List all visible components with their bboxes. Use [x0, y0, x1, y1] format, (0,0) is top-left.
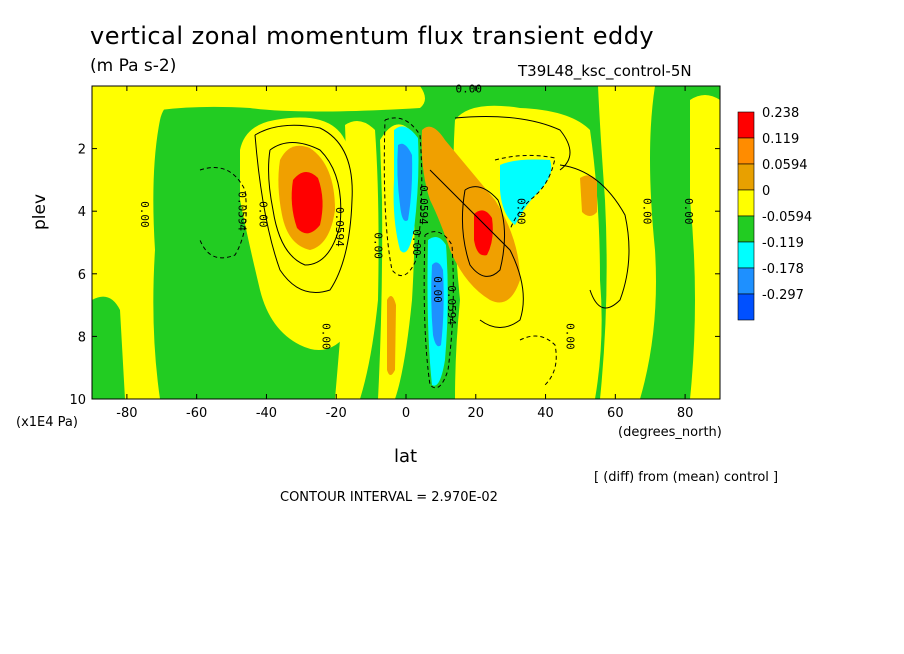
- field-yellow-subtropics: [335, 121, 379, 399]
- contour-line-negative: [199, 167, 247, 259]
- contour-label: 0.00: [431, 276, 444, 303]
- contour-label: 0.00: [563, 323, 576, 350]
- y-tick-label: 6: [78, 268, 86, 283]
- x-tick-label: 80: [677, 406, 694, 421]
- legend-label: 0.119: [762, 132, 799, 147]
- legend-label: 0: [762, 184, 770, 199]
- legend-swatch: [737, 111, 755, 139]
- x-tick-label: 60: [607, 406, 624, 421]
- contour-label: 0.00: [410, 229, 423, 256]
- contour-label: 0.00: [319, 323, 332, 350]
- field-orange-equator: [421, 126, 520, 303]
- contour-line: [461, 186, 506, 277]
- y-tick-label: 4: [78, 205, 86, 220]
- contour-label: 0.00: [256, 201, 269, 228]
- contour-label: 0.0594: [333, 207, 346, 247]
- x-tick-label: -20: [326, 406, 347, 421]
- x-tick-label: -80: [116, 406, 137, 421]
- field-yellow-north-polar: [598, 86, 656, 399]
- contour-label: 0.00: [515, 198, 528, 225]
- y-axis-units: (x1E4 Pa): [16, 415, 78, 430]
- legend-swatch: [737, 215, 755, 243]
- y-axis: 2 4 6 8 10: [69, 143, 720, 408]
- contour-lines: [254, 116, 630, 328]
- contour-label: 0.0594: [445, 285, 458, 325]
- legend-swatch: [737, 267, 755, 295]
- legend-swatch: [737, 163, 755, 191]
- contour-label: 0.00: [372, 232, 385, 259]
- field-yellow-left: [92, 86, 200, 399]
- negative-contours: [199, 117, 557, 389]
- contour-line-negative: [494, 154, 556, 231]
- contour-line: [268, 142, 342, 266]
- x-tick-label: 40: [537, 406, 554, 421]
- contour-line: [429, 169, 524, 328]
- chart-units: (m Pa s-2): [90, 56, 177, 76]
- field-red-north: [474, 210, 493, 256]
- field-orange-north: [580, 175, 597, 216]
- legend-swatch: [737, 137, 755, 165]
- legend-label: -0.119: [762, 236, 804, 251]
- y-tick-label: 10: [69, 393, 86, 408]
- y-tick-label: 8: [78, 330, 86, 345]
- contour-line: [454, 116, 571, 171]
- contour-line-negative: [383, 117, 423, 277]
- contour-interval: CONTOUR INTERVAL = 2.970E-02: [280, 490, 498, 505]
- x-axis-label: lat: [394, 446, 418, 467]
- contour-label: 0.0594: [236, 191, 249, 231]
- legend-label: -0.297: [762, 288, 804, 303]
- legend-label: 0.238: [762, 106, 799, 121]
- contour-label: 0.00: [640, 198, 653, 225]
- legend-label: -0.0594: [762, 210, 812, 225]
- legend-swatch: [737, 189, 755, 217]
- legend-swatch: [737, 293, 755, 321]
- x-axis-units: (degrees_north): [618, 425, 722, 440]
- contour-fields: [92, 86, 720, 399]
- field-cyan-north: [500, 159, 552, 225]
- y-tick-label: 2: [78, 143, 86, 158]
- contour-line: [559, 164, 630, 309]
- contour-line-negative: [519, 335, 557, 386]
- x-tick-label: 0: [402, 406, 410, 421]
- contour-line-negative: [423, 231, 454, 389]
- field-blue-upper: [397, 143, 413, 221]
- contour-line: [254, 124, 353, 293]
- x-tick-label: -60: [186, 406, 207, 421]
- x-tick-label: -40: [256, 406, 277, 421]
- contour-label: 0.00: [682, 198, 695, 225]
- run-label: T39L48_ksc_control-5N: [518, 62, 692, 80]
- field-yellow-east-edge: [690, 95, 720, 399]
- x-tick-label: 20: [468, 406, 485, 421]
- x-axis: -80 -60 -40 -20 0 20 40 60 80: [116, 86, 693, 421]
- legend-label: -0.178: [762, 262, 804, 277]
- legend-label: 0.0594: [762, 158, 808, 173]
- chart-title: vertical zonal momentum flux transient e…: [90, 22, 655, 50]
- contour-label: 0.00: [456, 82, 483, 95]
- contour-label: 0.0594: [417, 185, 430, 225]
- legend-swatch: [737, 241, 755, 269]
- field-orange-eq-strip: [387, 296, 396, 375]
- color-legend: 0.238 0.119 0.0594 0 -0.0594 -0.119 -0.178 -0.2…: [737, 106, 812, 321]
- field-blue-lower: [431, 262, 444, 347]
- field-red-south: [291, 171, 323, 234]
- diff-note: [ (diff) from (mean) control ]: [594, 470, 779, 485]
- field-yellow-band-top: [160, 86, 425, 112]
- contour-label: 0.00: [138, 201, 151, 228]
